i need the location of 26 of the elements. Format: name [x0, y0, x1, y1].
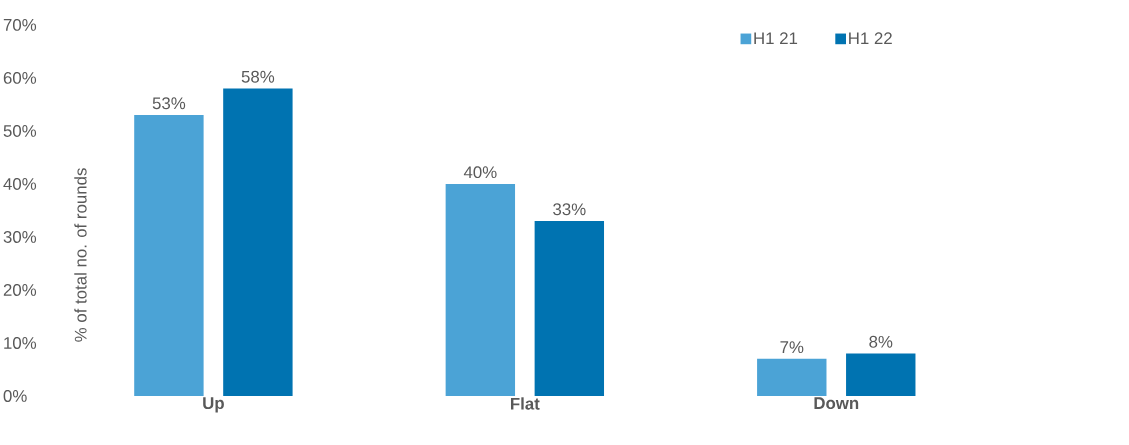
y-tick-label: 20%	[3, 284, 37, 296]
y-axis-title: % of total no. of rounds	[74, 168, 87, 342]
bar	[534, 221, 605, 396]
bar	[757, 358, 827, 396]
legend-label: H1 22	[849, 32, 892, 45]
data-label: 33%	[553, 203, 586, 216]
bar	[846, 353, 916, 396]
y-tick-label: 50%	[3, 125, 37, 137]
y-tick-label: 60%	[3, 71, 37, 84]
y-tick-label: 0%	[3, 390, 27, 402]
legend-label: H1 21	[754, 32, 798, 45]
bar	[445, 183, 516, 396]
y-tick-label: 30%	[3, 231, 37, 243]
y-tick-label: 10%	[4, 337, 37, 349]
data-label: 7%	[780, 341, 804, 354]
data-label: 40%	[463, 166, 497, 179]
bar	[223, 88, 293, 396]
y-tick-label: 40%	[3, 178, 37, 190]
y-tick-label: 70%	[3, 18, 37, 31]
data-label: 8%	[869, 335, 893, 348]
bar	[134, 115, 204, 396]
x-tick-label: Flat	[510, 397, 540, 410]
data-label: 58%	[241, 70, 275, 83]
x-tick-label: Down	[814, 397, 859, 410]
data-label: 53%	[152, 97, 186, 110]
x-tick-label: Up	[203, 397, 224, 413]
